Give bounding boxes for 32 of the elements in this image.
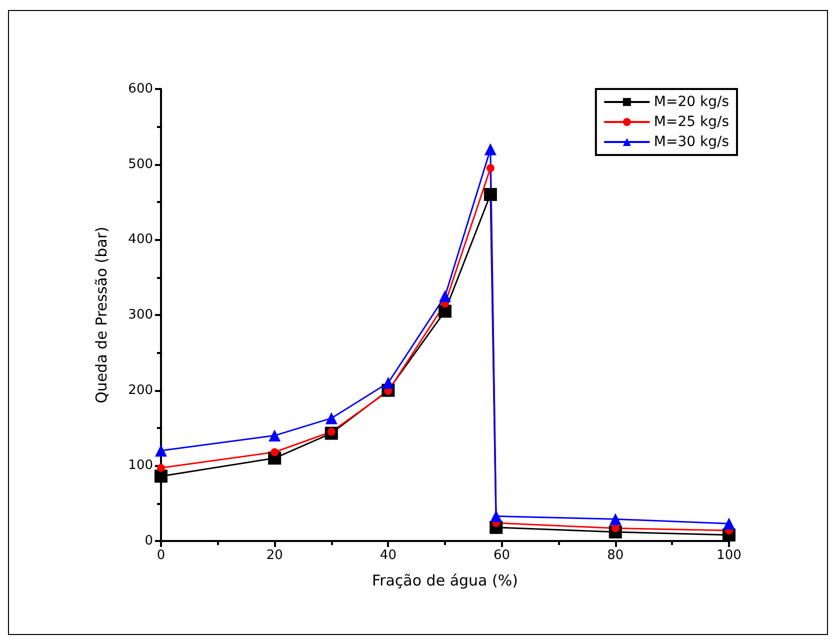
point bbox=[484, 188, 497, 201]
x-tick-label: 80 bbox=[607, 548, 624, 563]
point bbox=[484, 143, 496, 156]
y-tick-label: 0 bbox=[144, 534, 153, 548]
legend-label: M=25 kg/s bbox=[654, 114, 730, 130]
point bbox=[382, 376, 394, 389]
legend-label: M=20 kg/s bbox=[654, 94, 730, 110]
x-tick-label: 20 bbox=[266, 548, 283, 563]
point bbox=[609, 513, 622, 526]
point bbox=[723, 518, 735, 530]
y-tick-label: 600 bbox=[128, 82, 153, 96]
x-tick-label: 60 bbox=[494, 548, 510, 563]
y-tick-label: 100 bbox=[128, 458, 153, 474]
x-tick-label: 100 bbox=[716, 548, 742, 563]
point bbox=[325, 412, 338, 424]
point bbox=[270, 448, 279, 456]
point bbox=[486, 164, 494, 172]
x-tick-label: 40 bbox=[380, 548, 396, 563]
point bbox=[268, 430, 281, 442]
y-tick-label: 200 bbox=[128, 382, 153, 398]
x-axis-title: Fração de água (%) bbox=[372, 572, 518, 590]
point bbox=[155, 444, 167, 457]
point bbox=[154, 470, 168, 483]
y-tick-label: 400 bbox=[128, 232, 153, 248]
x-tick-label: 0 bbox=[156, 548, 166, 563]
y-axis-title: Queda de Pressão (bar) bbox=[92, 226, 110, 404]
point bbox=[157, 464, 165, 472]
y-tick-label: 300 bbox=[128, 308, 153, 322]
legend-label: M=30 kg/s bbox=[654, 134, 730, 150]
y-tick-label: 500 bbox=[128, 156, 153, 172]
point bbox=[490, 510, 502, 522]
point bbox=[439, 290, 451, 302]
